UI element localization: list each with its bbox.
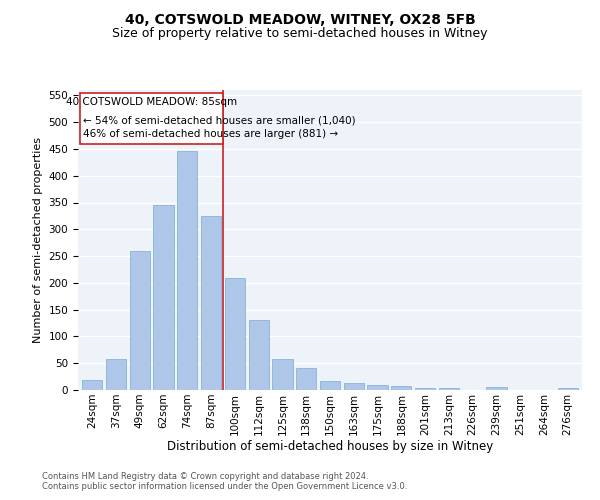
Y-axis label: Number of semi-detached properties: Number of semi-detached properties — [33, 137, 43, 343]
Bar — [557, 388, 578, 390]
Bar — [225, 278, 245, 390]
X-axis label: Distribution of semi-detached houses by size in Witney: Distribution of semi-detached houses by … — [167, 440, 493, 454]
FancyBboxPatch shape — [80, 92, 223, 144]
Bar — [415, 388, 435, 390]
Bar — [130, 250, 150, 390]
Bar — [296, 368, 316, 390]
Text: ← 54% of semi-detached houses are smaller (1,040): ← 54% of semi-detached houses are smalle… — [83, 116, 356, 126]
Bar — [344, 383, 364, 390]
Bar — [487, 388, 506, 390]
Bar — [320, 382, 340, 390]
Bar — [367, 384, 388, 390]
Bar — [201, 216, 221, 390]
Text: 40 COTSWOLD MEADOW: 85sqm: 40 COTSWOLD MEADOW: 85sqm — [66, 97, 237, 107]
Text: Contains public sector information licensed under the Open Government Licence v3: Contains public sector information licen… — [42, 482, 407, 491]
Bar — [154, 205, 173, 390]
Bar — [106, 360, 126, 390]
Bar — [177, 150, 197, 390]
Bar — [272, 360, 293, 390]
Bar — [82, 380, 103, 390]
Bar — [439, 388, 459, 390]
Text: 40, COTSWOLD MEADOW, WITNEY, OX28 5FB: 40, COTSWOLD MEADOW, WITNEY, OX28 5FB — [125, 12, 475, 26]
Text: Contains HM Land Registry data © Crown copyright and database right 2024.: Contains HM Land Registry data © Crown c… — [42, 472, 368, 481]
Bar — [248, 320, 269, 390]
Bar — [391, 386, 412, 390]
Text: Size of property relative to semi-detached houses in Witney: Size of property relative to semi-detach… — [112, 28, 488, 40]
Text: 46% of semi-detached houses are larger (881) →: 46% of semi-detached houses are larger (… — [83, 128, 338, 138]
